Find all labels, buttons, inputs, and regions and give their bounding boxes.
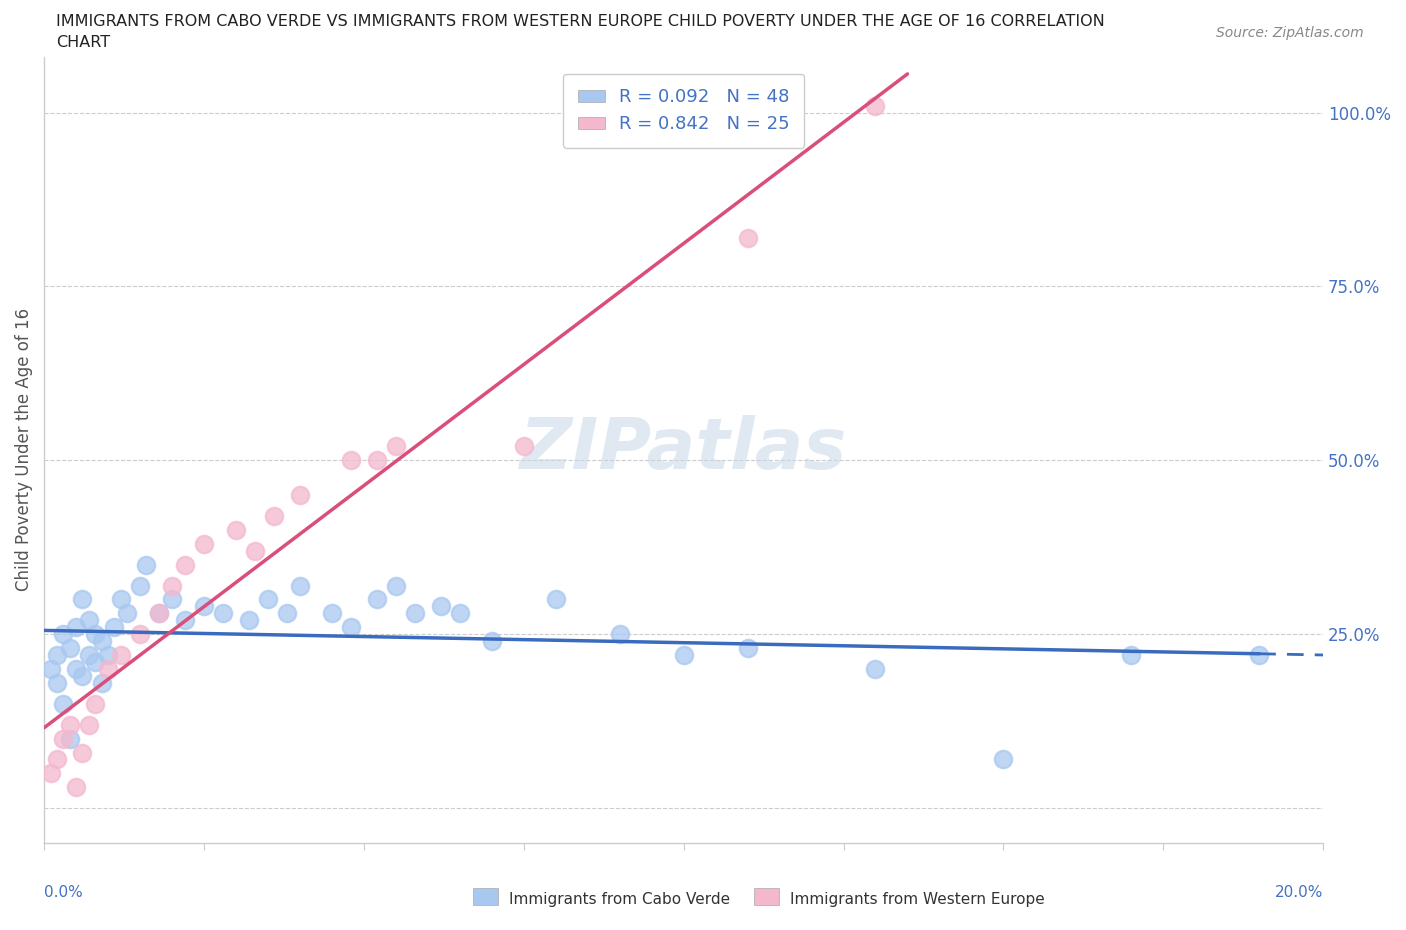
Point (39, 661, 62, 676)
Point (129, 578, 152, 593)
Point (97, 661, 120, 676)
Point (84, 655, 107, 670)
Point (429, 599, 451, 614)
Point (52, 627, 75, 642)
Point (148, 606, 170, 621)
Point (160, 592, 183, 607)
Point (110, 647, 132, 662)
Point (993, 752, 1015, 767)
Point (72, 592, 94, 607)
Point (288, 487, 311, 502)
Point (193, 537, 215, 551)
Point (737, 231, 759, 246)
Point (404, 606, 426, 621)
Point (45, 675, 67, 690)
Point (865, 98, 887, 113)
Point (1121, 647, 1143, 662)
Point (90, 633, 112, 648)
Point (52, 697, 75, 711)
Point (65, 661, 87, 676)
Point (366, 592, 388, 607)
Point (77, 717, 100, 732)
Point (321, 606, 343, 621)
Point (366, 453, 388, 468)
Point (173, 613, 195, 628)
Point (212, 606, 235, 621)
Point (72, 669, 94, 684)
Point (609, 627, 631, 642)
Point (225, 523, 247, 538)
Point (65, 780, 87, 795)
Point (481, 633, 503, 648)
Point (65, 620, 87, 635)
Point (45, 647, 67, 662)
Point (1249, 647, 1271, 662)
Point (160, 578, 183, 593)
Point (59, 717, 82, 732)
Point (45, 752, 67, 767)
Point (52, 731, 75, 746)
Point (39, 766, 62, 781)
Point (385, 578, 408, 593)
Point (72, 745, 94, 760)
Point (672, 647, 695, 662)
Point (110, 592, 132, 607)
Point (59, 641, 82, 656)
Point (97, 647, 120, 662)
Point (340, 620, 363, 635)
Point (129, 627, 152, 642)
Point (513, 439, 536, 454)
Text: 20.0%: 20.0% (1275, 884, 1323, 900)
Point (257, 592, 280, 607)
Text: Immigrants from Cabo Verde: Immigrants from Cabo Verde (509, 892, 730, 907)
Point (90, 675, 112, 690)
Text: IMMIGRANTS FROM CABO VERDE VS IMMIGRANTS FROM WESTERN EUROPE CHILD POVERTY UNDER: IMMIGRANTS FROM CABO VERDE VS IMMIGRANTS… (56, 14, 1105, 29)
Text: Source: ZipAtlas.com: Source: ZipAtlas.com (1216, 26, 1364, 40)
Point (737, 641, 759, 656)
Point (135, 557, 157, 572)
Point (77, 613, 100, 628)
Legend: R = 0.092   N = 48, R = 0.842   N = 25: R = 0.092 N = 48, R = 0.842 N = 25 (564, 73, 804, 148)
Point (84, 697, 107, 711)
Text: 0.0%: 0.0% (44, 884, 83, 900)
Point (238, 613, 260, 628)
Point (263, 509, 285, 524)
Y-axis label: Child Poverty Under the Age of 16: Child Poverty Under the Age of 16 (15, 309, 32, 591)
Point (340, 453, 363, 468)
Text: ZIPatlas: ZIPatlas (520, 416, 848, 485)
Point (193, 599, 215, 614)
Text: Immigrants from Western Europe: Immigrants from Western Europe (790, 892, 1045, 907)
Point (77, 647, 100, 662)
Point (173, 557, 195, 572)
Point (243, 543, 266, 558)
Point (865, 661, 887, 676)
Point (148, 606, 170, 621)
Point (385, 439, 408, 454)
Point (288, 578, 311, 593)
Point (276, 606, 298, 621)
Point (59, 731, 82, 746)
Point (544, 592, 567, 607)
Text: CHART: CHART (56, 35, 110, 50)
Point (103, 620, 125, 635)
Point (84, 627, 107, 642)
Point (117, 606, 139, 621)
Point (449, 606, 471, 621)
